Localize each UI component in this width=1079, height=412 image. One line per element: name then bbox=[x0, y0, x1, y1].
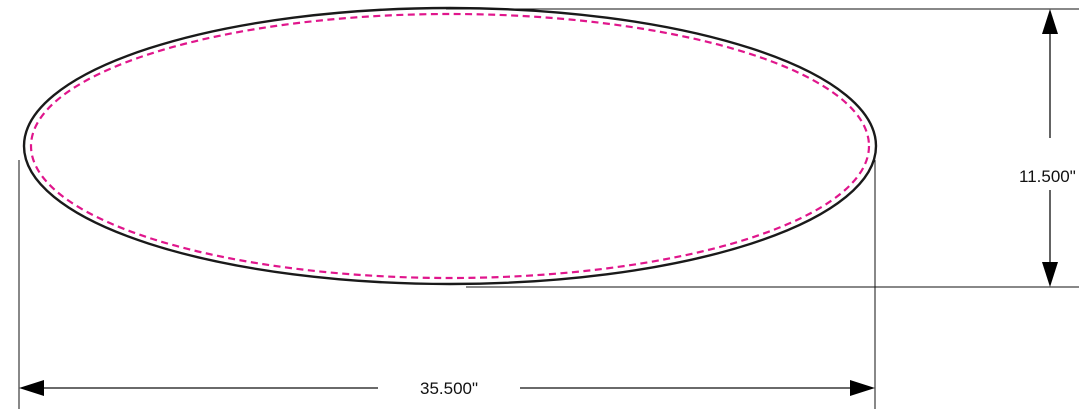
width-dimension-label: 35.500" bbox=[420, 379, 478, 398]
cut-line-ellipse bbox=[22, 6, 878, 286]
width-arrow-left-icon bbox=[19, 380, 44, 396]
height-dimension-label: 11.500" bbox=[1019, 167, 1076, 186]
width-arrow-right-icon bbox=[850, 380, 875, 396]
safe-area-dashed-ellipse bbox=[29, 12, 871, 280]
height-arrow-up-icon bbox=[1042, 9, 1058, 34]
height-arrow-down-icon bbox=[1042, 262, 1058, 287]
